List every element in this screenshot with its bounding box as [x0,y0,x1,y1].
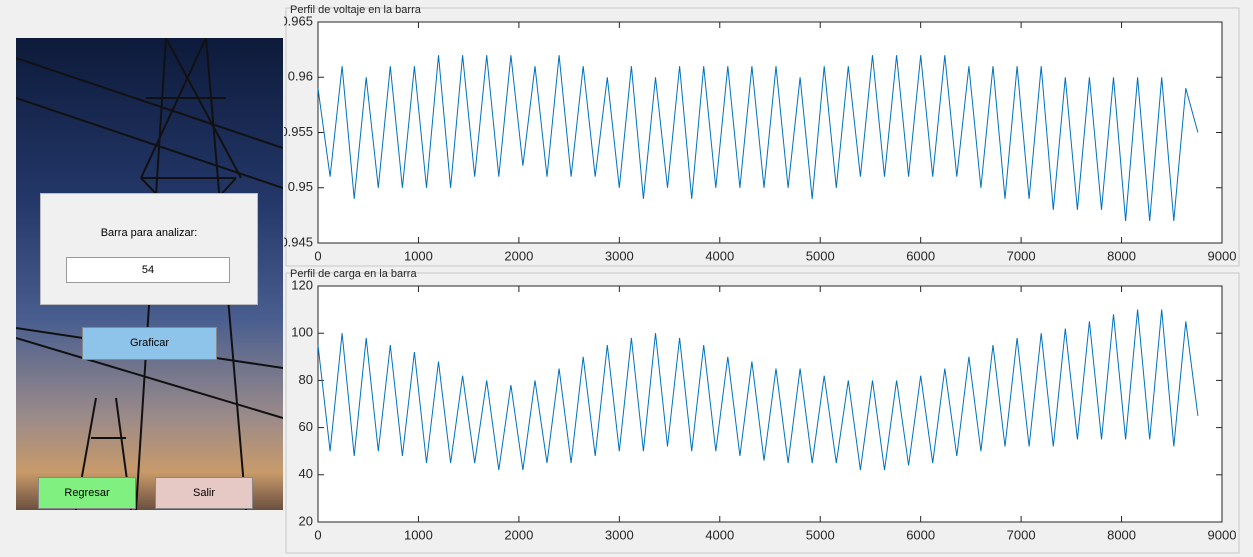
x-tick-label: 0 [314,248,321,263]
panel-title: Perfil de voltaje en la barra [290,4,422,16]
y-tick-label: 0.965 [284,13,313,28]
x-tick-label: 9000 [1208,248,1237,263]
y-tick-label: 0.95 [288,179,313,194]
x-tick-label: 9000 [1208,527,1237,542]
x-tick-label: 4000 [705,527,734,542]
x-tick-label: 5000 [806,527,835,542]
panel-frame [285,7,1240,267]
data-line [317,55,1199,221]
x-tick-label: 5000 [806,248,835,263]
x-tick-label: 3000 [605,248,634,263]
input-panel: Barra para analizar: 54 [40,193,258,305]
x-tick-label: 8000 [1107,248,1136,263]
x-tick-label: 6000 [906,527,935,542]
exit-button[interactable]: Salir [155,477,253,509]
y-tick-label: 20 [299,513,313,528]
x-tick-label: 2000 [504,527,533,542]
x-tick-label: 6000 [906,248,935,263]
data-line [317,309,1199,471]
y-tick-label: 0.955 [284,124,313,139]
side-panel: Barra para analizar: 54 Graficar Regresa… [16,38,283,510]
panel-frame [285,272,1240,554]
x-tick-label: 7000 [1007,248,1036,263]
x-tick-label: 2000 [504,248,533,263]
panel-title: Perfil de carga en la barra [290,268,417,280]
y-tick-label: 0.945 [284,234,313,249]
plot-area [317,21,1223,244]
x-tick-label: 0 [314,527,321,542]
plot-button[interactable]: Graficar [82,327,217,360]
y-tick-label: 60 [299,419,313,434]
x-tick-label: 3000 [605,527,634,542]
x-tick-label: 1000 [404,527,433,542]
x-tick-label: 8000 [1107,527,1136,542]
y-tick-label: 0.96 [288,69,313,84]
y-tick-label: 100 [291,325,313,340]
bus-input[interactable]: 54 [66,257,230,283]
y-tick-label: 120 [291,277,313,292]
y-tick-label: 80 [299,372,313,387]
prompt: Barra para analizar: [100,227,198,239]
y-tick-label: 40 [299,466,313,481]
x-tick-label: 1000 [404,248,433,263]
back-button[interactable]: Regresar [38,477,136,509]
x-tick-label: 4000 [705,248,734,263]
x-tick-label: 7000 [1007,527,1036,542]
plot-area [317,285,1223,523]
